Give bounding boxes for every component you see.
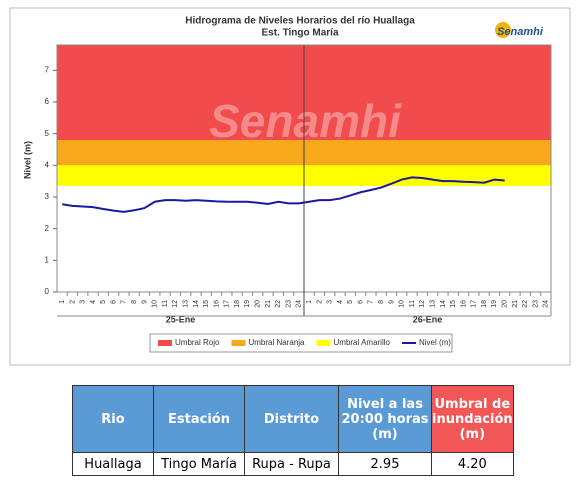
x-tick-label: 19	[491, 300, 498, 308]
x-tick-label: 15	[450, 300, 457, 308]
x-tick-label: 18	[481, 300, 488, 308]
x-tick-label: 14	[440, 300, 447, 308]
watermark: Senamhi	[209, 95, 402, 147]
x-tick-label: 24	[543, 300, 550, 308]
x-tick-label: 16	[213, 300, 220, 308]
x-tick-label: 1	[306, 300, 313, 304]
x-tick-label: 5	[100, 300, 107, 304]
legend-swatch	[231, 340, 246, 346]
y-tick-label: 5	[45, 129, 50, 138]
table-header: Distrito	[244, 385, 339, 453]
legend-swatch	[316, 340, 331, 346]
x-tick-label: 2	[69, 300, 76, 304]
x-tick-label: 16	[460, 300, 467, 308]
x-tick-label: 7	[121, 300, 128, 304]
y-tick-label: 0	[45, 287, 50, 296]
chart: Hidrograma de Niveles Horarios del río H…	[9, 7, 571, 366]
table-header: Nivel a las 20:00 horas (m)	[338, 385, 432, 453]
x-tick-label: 11	[409, 300, 416, 307]
x-tick-label: 21	[265, 300, 272, 308]
y-tick-label: 3	[45, 192, 50, 201]
x-tick-label: 24	[296, 300, 303, 308]
y-axis-label: Nivel (m)	[22, 141, 32, 179]
x-tick-label: 6	[110, 300, 117, 304]
table-cell: 2.95	[338, 452, 432, 476]
x-tick-label: 13	[429, 300, 436, 308]
legend-label: Nivel (m)	[419, 338, 451, 347]
logo-sun	[495, 22, 511, 38]
y-tick-label: 7	[45, 65, 50, 74]
y-tick-label: 6	[45, 97, 50, 106]
x-tick-label: 4	[90, 300, 97, 304]
y-tick-label: 2	[45, 224, 50, 233]
x-tick-label: 8	[131, 300, 138, 304]
legend-label: Umbral Amarillo	[334, 338, 391, 347]
x-tick-label: 5	[347, 300, 354, 304]
level-line	[61, 176, 505, 213]
logo-text: Senamhi	[497, 26, 544, 38]
x-tick-label: 21	[512, 300, 519, 308]
x-tick-label: 1	[59, 300, 66, 304]
chart-title: Hidrograma de Niveles Horarios del río H…	[185, 16, 415, 27]
x-tick-label: 10	[152, 300, 159, 308]
x-tick-label: 13	[182, 300, 189, 308]
x-tick-label: 22	[275, 300, 282, 308]
table-header: Rio	[72, 385, 154, 453]
x-tick-label: 8	[378, 300, 385, 304]
x-tick-label: 7	[368, 300, 375, 304]
x-tick-label: 3	[327, 300, 334, 304]
table-cell: Tingo María	[153, 452, 245, 476]
x-tick-label: 18	[234, 300, 241, 308]
x-tick-label: 19	[244, 300, 251, 308]
x-tick-label: 12	[419, 300, 426, 308]
x-tick-label: 17	[471, 300, 478, 308]
legend-box	[149, 333, 453, 353]
table-cell: Huallaga	[72, 452, 154, 476]
x-tick-label: 11	[162, 300, 169, 307]
chart-subtitle: Est. Tingo María	[261, 28, 338, 39]
table-header: Umbral de inundación (m)	[431, 385, 514, 453]
x-tick-label: 17	[224, 300, 231, 308]
x-tick-label: 6	[357, 300, 364, 304]
legend-label: Umbral Rojo	[175, 338, 220, 347]
table-cell: 4.20	[431, 452, 514, 476]
x-tick-label: 3	[80, 300, 87, 304]
x-tick-label: 20	[255, 300, 262, 308]
legend-label: Umbral Naranja	[248, 338, 305, 347]
summary-table: Rio Estación Distrito Nivel a las 20:00 …	[72, 385, 514, 476]
x-tick-label: 12	[172, 300, 179, 308]
x-tick-label: 9	[388, 300, 395, 304]
x-tick-label: 9	[141, 300, 148, 304]
x-tick-label: 4	[337, 300, 344, 304]
x-tick-label: 10	[399, 300, 406, 308]
x-tick-label: 23	[532, 300, 539, 308]
day-label: 25-Ene	[166, 314, 196, 324]
table-cell: Rupa - Rupa	[244, 452, 339, 476]
x-tick-label: 22	[522, 300, 529, 308]
y-tick-label: 1	[45, 255, 50, 264]
x-tick-label: 23	[285, 300, 292, 308]
x-tick-label: 20	[502, 300, 509, 308]
x-tick-label: 14	[193, 300, 200, 308]
x-tick-label: 2	[316, 300, 323, 304]
legend-swatch	[158, 340, 172, 346]
day-label: 26-Ene	[413, 314, 443, 324]
y-tick-label: 4	[45, 160, 50, 169]
x-tick-label: 15	[203, 300, 210, 308]
table-header: Estación	[153, 385, 245, 453]
